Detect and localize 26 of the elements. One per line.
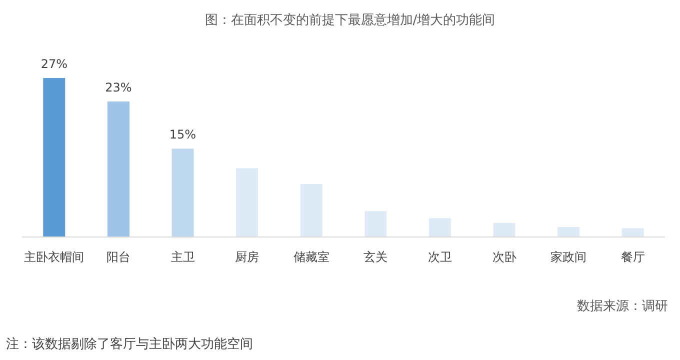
chart-title: 图：在面积不变的前提下最愿意增加/增大的功能间: [204, 13, 496, 28]
bar: [428, 218, 451, 237]
bar: [300, 184, 322, 237]
data-label: 27%: [40, 57, 68, 71]
x-tick-label: 主卧衣帽间: [24, 250, 84, 264]
x-tick-label: 阳台: [106, 250, 130, 264]
data-label: 23%: [105, 80, 132, 95]
x-tick-label: 餐厅: [620, 250, 645, 264]
bar: [558, 226, 580, 237]
x-tick-label: 厨房: [235, 250, 260, 264]
x-tick-label: 次卫: [428, 250, 452, 264]
bar: [493, 222, 516, 237]
source-note: 数据来源：调研: [577, 299, 668, 314]
bar: [364, 211, 387, 237]
bar: [622, 228, 644, 237]
bar: [43, 78, 66, 237]
bar: [107, 102, 130, 237]
bar: [172, 148, 194, 237]
x-tick-label: 主卫: [170, 250, 195, 264]
x-tick-label: 次卧: [492, 250, 516, 264]
x-tick-label: 家政间: [550, 250, 587, 264]
text: 注：该数据剔除了客厅与主卧两大功能空间: [6, 336, 253, 352]
x-tick-label: 储藏室: [293, 250, 330, 264]
data-label: 15%: [169, 128, 196, 142]
bar: [236, 168, 258, 237]
x-tick-label: 玄关: [364, 250, 388, 264]
